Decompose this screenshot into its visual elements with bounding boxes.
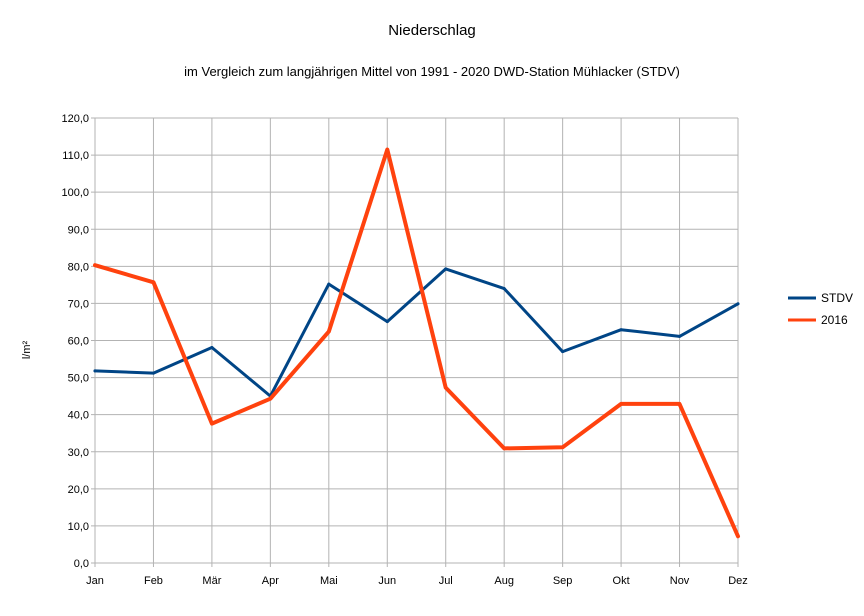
x-tick-label: Feb (144, 575, 163, 587)
legend: STDV 2016 (788, 291, 853, 327)
series-line-stdv (93, 267, 740, 398)
y-tick-label: 0,0 (74, 558, 89, 570)
series-lines (93, 147, 740, 539)
x-tick-label: Mai (320, 575, 338, 587)
y-tick-label: 30,0 (68, 447, 89, 459)
x-tick-label: Jan (86, 575, 104, 587)
data-point (561, 445, 565, 449)
data-point (678, 334, 682, 338)
y-axis-label: l/m² (21, 341, 33, 360)
legend-label: 2016 (821, 313, 848, 327)
data-point (444, 267, 448, 271)
y-tick-label: 90,0 (68, 224, 89, 236)
x-tick-label: Sep (553, 575, 573, 587)
data-point (502, 446, 506, 450)
data-point (210, 422, 214, 426)
legend-label: STDV (821, 291, 853, 305)
data-point (385, 148, 389, 152)
y-tick-label: 40,0 (68, 410, 89, 422)
data-point (93, 263, 97, 267)
y-tick-label: 70,0 (68, 298, 89, 310)
y-tick-label: 60,0 (68, 336, 89, 348)
data-point (151, 371, 155, 375)
x-tick-label: Nov (670, 575, 690, 587)
y-tick-label: 110,0 (62, 150, 89, 162)
chart-title: Niederschlag (388, 22, 476, 39)
series-line-2016 (93, 147, 740, 539)
data-point (502, 287, 506, 291)
x-tick-label: Mär (202, 575, 221, 587)
y-tick-label: 120,0 (61, 113, 89, 125)
data-point (736, 302, 740, 306)
x-tick-label: Apr (262, 575, 279, 587)
y-tick-label: 20,0 (68, 484, 89, 496)
data-point (93, 369, 97, 373)
x-tick-label: Dez (728, 575, 748, 587)
y-tick-label: 10,0 (68, 521, 89, 533)
data-point (619, 402, 623, 406)
x-tick-label: Okt (613, 575, 630, 587)
data-point (561, 350, 565, 354)
data-point (268, 397, 272, 401)
data-point (385, 320, 389, 324)
data-point (210, 346, 214, 350)
data-point (736, 534, 740, 538)
data-point (444, 386, 448, 390)
data-point (678, 402, 682, 406)
grid-lines (91, 117, 739, 567)
y-tick-label: 80,0 (68, 261, 89, 273)
data-point (327, 282, 331, 286)
x-axis-ticks: Jan Feb Mär Apr Mai Jun Jul Aug Sep Okt Nov Dez (86, 575, 748, 587)
data-point (327, 330, 331, 334)
x-tick-label: Jun (378, 575, 396, 587)
data-point (619, 328, 623, 332)
x-tick-label: Jul (439, 575, 453, 587)
data-point (151, 280, 155, 284)
chart-subtitle: im Vergleich zum langjährigen Mittel von… (184, 64, 680, 79)
y-tick-label: 50,0 (68, 373, 89, 385)
y-tick-label: 100,0 (61, 187, 89, 199)
x-tick-label: Aug (494, 575, 514, 587)
y-axis-ticks: 0,0 10,0 20,0 30,0 40,0 50,0 60,0 70,0 80,0 90,0 1… (61, 113, 89, 570)
